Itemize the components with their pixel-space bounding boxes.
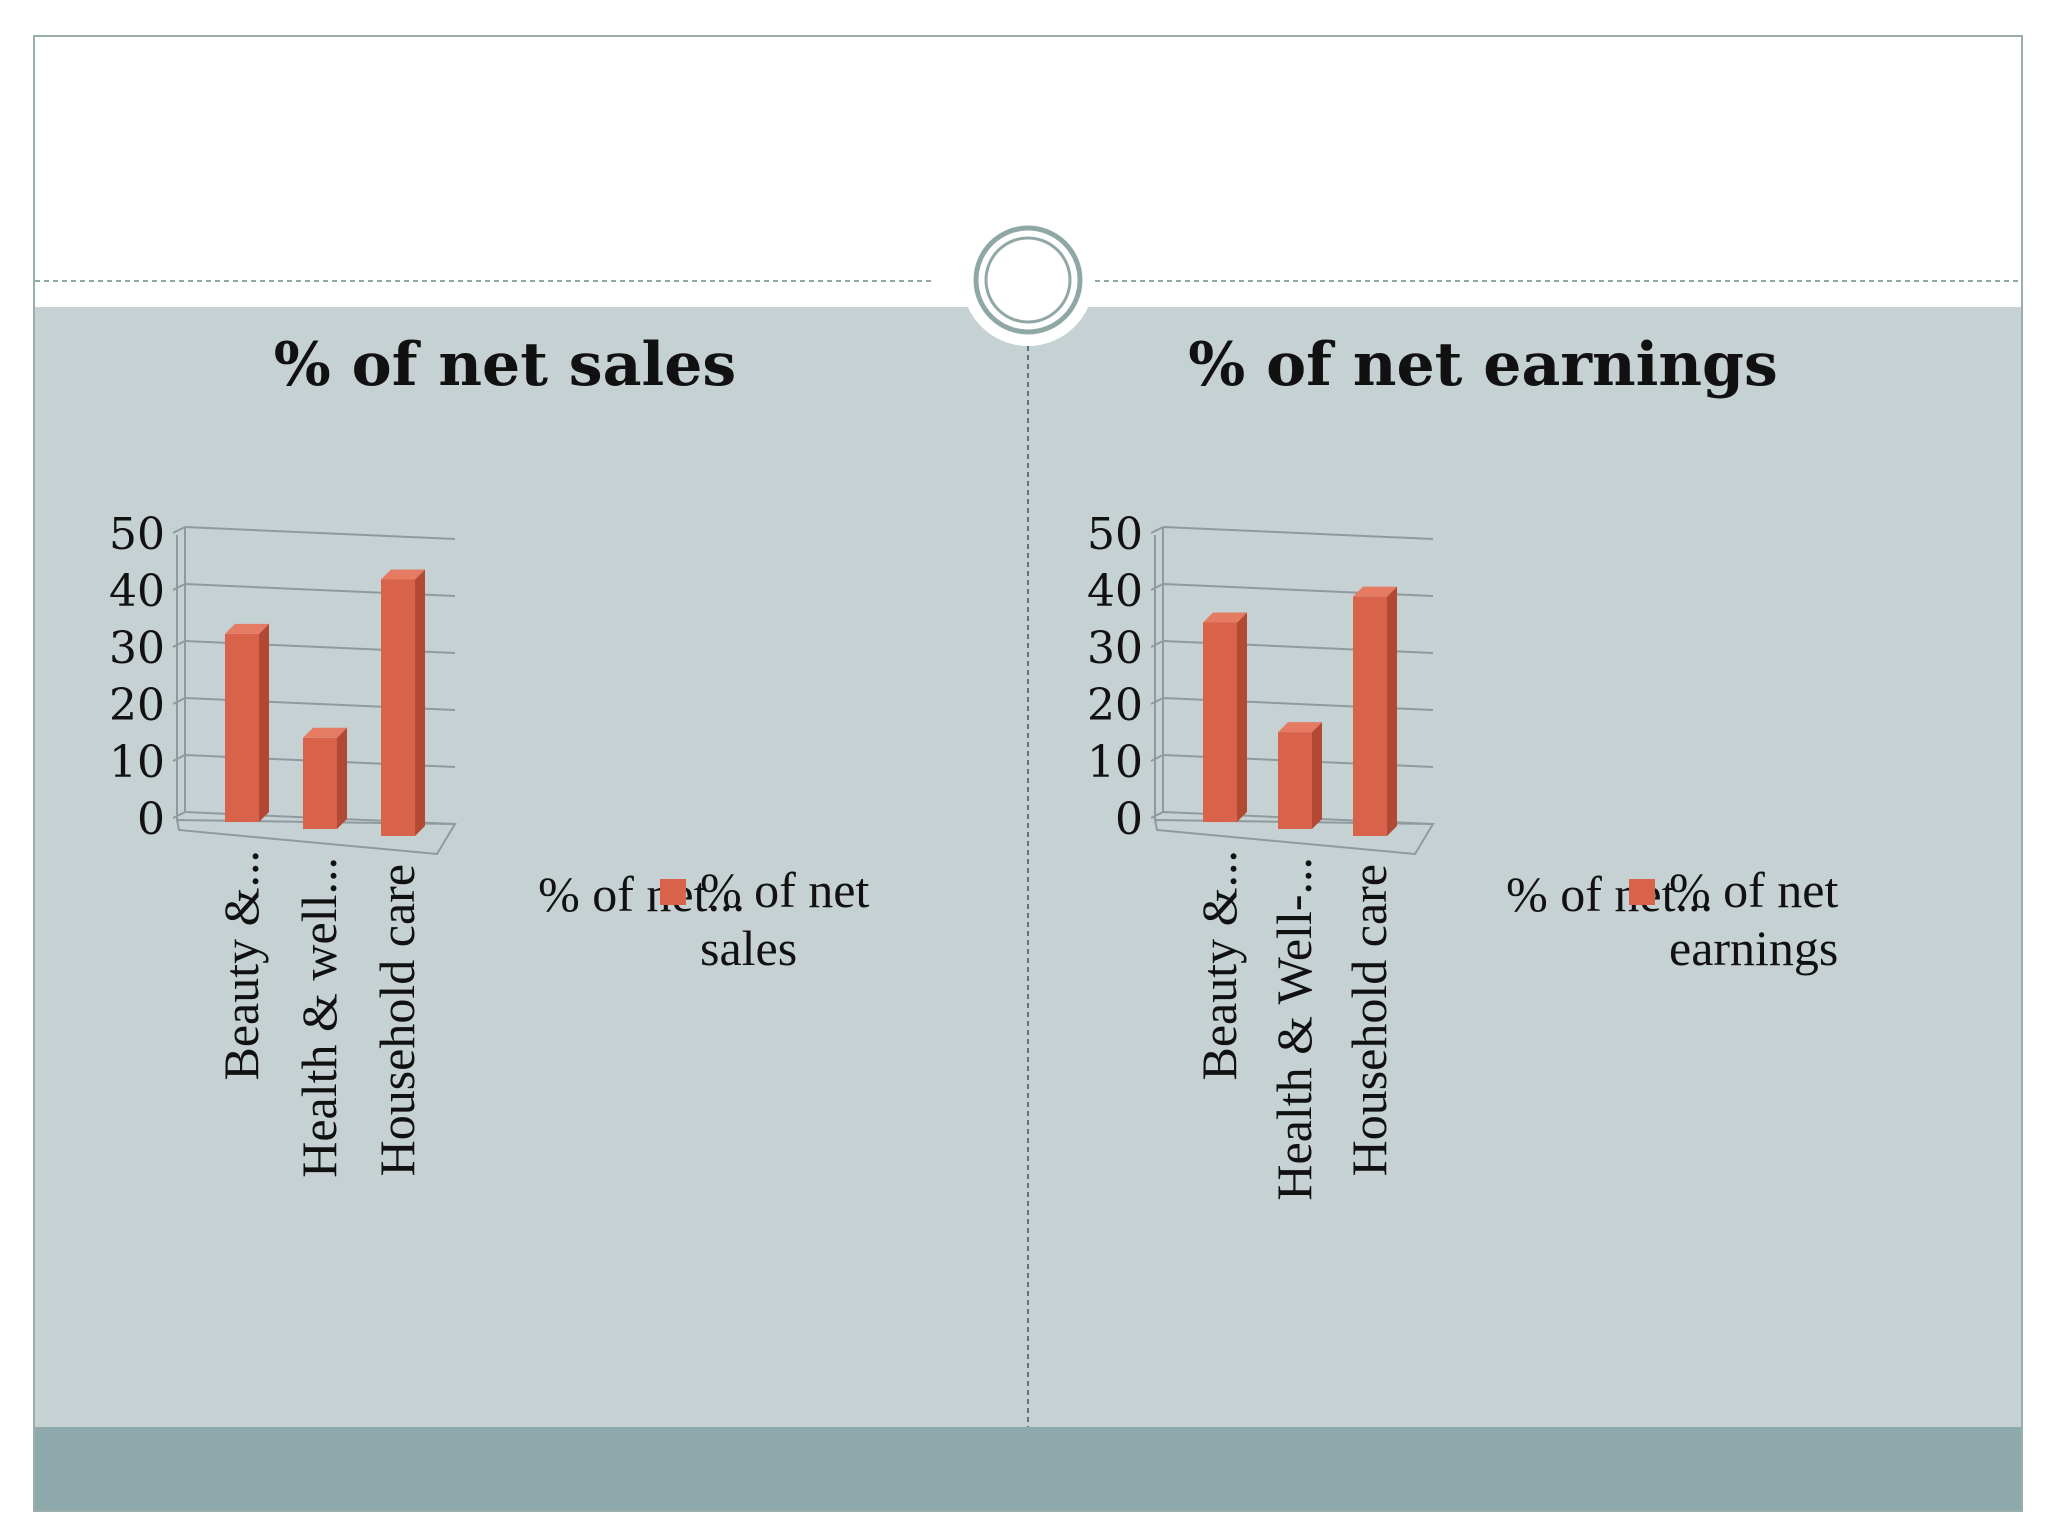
bar-side: [1312, 722, 1322, 829]
bar-top: [1353, 586, 1397, 597]
tick-mark: [172, 697, 186, 705]
bar-front: [381, 579, 415, 836]
depth-axis-label: % of net...: [1506, 866, 1713, 922]
bar-side: [1387, 586, 1397, 836]
bar-top: [1203, 612, 1247, 623]
bar: [1203, 612, 1247, 822]
bar-front: [1203, 622, 1237, 822]
chart-title: % of net sales: [274, 330, 736, 400]
slide-canvas: % of net sales 0 10 20 30 40 50 Beauty &... Heal…: [35, 214, 2021, 1510]
y-tick-label: 20: [109, 680, 165, 731]
bar: [381, 569, 425, 836]
y-tick-label: 40: [109, 566, 165, 617]
depth-axis-label: % of net...: [538, 866, 745, 922]
bar: [1353, 586, 1397, 836]
slide: % of net sales 0 10 20 30 40 50 Beauty &... Heal…: [33, 35, 2023, 1512]
y-tick-label: 0: [1115, 794, 1143, 845]
gridline: [184, 526, 456, 540]
x-category-label: Household care: [1341, 864, 1397, 1176]
tick-mark: [172, 811, 186, 819]
bar: [303, 727, 347, 829]
chart-title: % of net earnings: [1188, 330, 1777, 400]
tick-mark: [1150, 526, 1164, 534]
y-tick-label: 10: [109, 737, 165, 788]
tick-mark: [172, 583, 186, 591]
bar-front: [1278, 732, 1312, 829]
y-tick-label: 50: [109, 509, 165, 560]
tick-mark: [172, 640, 186, 648]
footer-band: [35, 1427, 2021, 1510]
bar: [1278, 722, 1322, 829]
tick-mark: [172, 526, 186, 534]
floor: [175, 818, 457, 856]
x-category-label: Health & well...: [291, 857, 347, 1178]
y-tick-label: 10: [1087, 737, 1143, 788]
legend-label: % of net: [1669, 862, 1838, 918]
gridline: [1162, 526, 1434, 540]
bar: [225, 623, 269, 822]
x-category-label: Beauty &...: [1191, 850, 1247, 1081]
legend-swatch: [660, 879, 686, 905]
bar-front: [303, 737, 337, 829]
tick-mark: [1150, 754, 1164, 762]
legend-label: % of net: [700, 862, 869, 918]
y-tick-label: 30: [109, 623, 165, 674]
tick-mark: [172, 754, 186, 762]
y-tick-label: 30: [1087, 623, 1143, 674]
bar-side: [1237, 612, 1247, 822]
x-category-label: Household care: [369, 864, 425, 1176]
y-tick-label: 20: [1087, 680, 1143, 731]
tick-mark: [1150, 697, 1164, 705]
bar-top: [225, 623, 269, 634]
y-tick-label: 0: [137, 794, 165, 845]
x-category-label: Beauty &...: [213, 850, 269, 1081]
bar-side: [415, 569, 425, 836]
legend-label: sales: [700, 920, 797, 976]
bar-top: [381, 569, 425, 580]
ornament-circle-outer: [973, 225, 1083, 335]
ornament-circle-inner: [984, 236, 1072, 324]
bar-front: [1353, 596, 1387, 836]
x-category-label: Health & Well-...: [1266, 857, 1322, 1201]
chart-1: % of net sales 0 10 20 30 40 50 Beauty &... Heal…: [109, 330, 869, 1178]
bar-front: [225, 633, 259, 822]
tick-mark: [1150, 583, 1164, 591]
legend-swatch: [1629, 879, 1655, 905]
legend-label: earnings: [1669, 920, 1838, 976]
y-tick-label: 50: [1087, 509, 1143, 560]
bar-side: [337, 727, 347, 829]
y-tick-label: 40: [1087, 566, 1143, 617]
floor: [1153, 818, 1435, 856]
bar-top: [303, 727, 347, 738]
tick-mark: [1150, 811, 1164, 819]
bar-top: [1278, 722, 1322, 733]
bar-side: [259, 623, 269, 822]
tick-mark: [1150, 640, 1164, 648]
chart-2: % of net earnings 0 10 20 30 40 50 Beauty &... H…: [1087, 330, 1838, 1201]
